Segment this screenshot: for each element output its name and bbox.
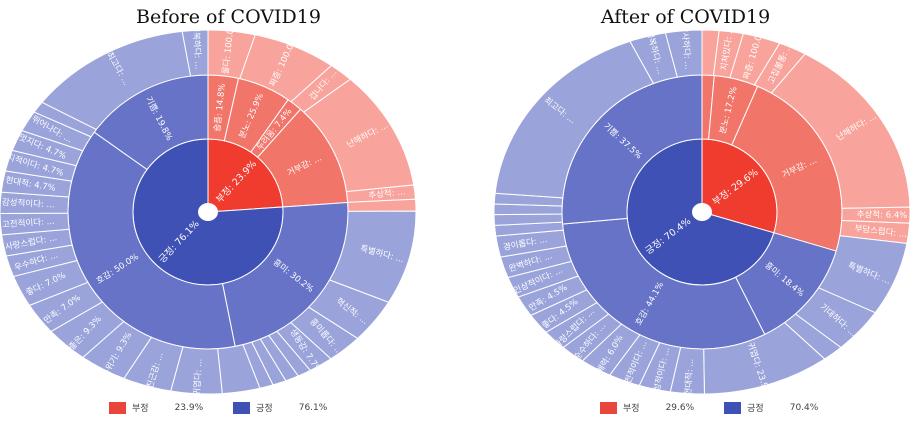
legend: 부정 23.9% 긍정 76.1% bbox=[109, 401, 357, 414]
outer-ring-label: 추상적: 6.4% bbox=[857, 209, 908, 221]
legend-label-positive: 긍정 bbox=[256, 404, 273, 414]
legend-value-negative: 23.9% bbox=[174, 402, 204, 413]
outer-ring-label: 감성적이다: ... bbox=[2, 197, 55, 211]
chart-panel-after: After of COVID19 부정: 29.6% 긍정: 70.4% 분노: 1… bbox=[457, 0, 914, 422]
legend-label-negative: 부정 bbox=[623, 404, 640, 414]
center-hole bbox=[692, 203, 712, 221]
outer-ring-segment[interactable] bbox=[181, 29, 209, 77]
legend-swatch-positive[interactable] bbox=[233, 401, 251, 414]
outer-ring-segment[interactable] bbox=[664, 29, 703, 78]
outer-ring-label: 행복하다: ... bbox=[190, 24, 204, 70]
sunburst-chart-before: 부정: 23.9%긍정: 76.1%슬픔: 14.8% 분노: 25.9%두려움:… bbox=[0, 20, 417, 396]
outer-ring-label: 감사하다: ... bbox=[679, 24, 694, 70]
legend-value-positive: 76.1% bbox=[298, 402, 328, 413]
chart-title: After of COVID19 bbox=[600, 6, 771, 28]
chart-title: Before of COVID19 bbox=[136, 6, 321, 28]
legend-label-positive: 긍정 bbox=[747, 404, 764, 414]
sunburst-chart-after: 부정: 29.6%긍정: 70.4%분노: 17.2%거부감: ...흥미: 1… bbox=[493, 24, 911, 400]
chart-panel-before: Before of COVID19 부정: 23.9% 긍정: 76.1% 슬픔: … bbox=[0, 6, 417, 414]
legend: 부정 29.6% 긍정 70.4% bbox=[600, 401, 848, 414]
outer-ring-label: 현대적: ... bbox=[682, 358, 696, 396]
outer-ring-label: 귀엽다: ... bbox=[191, 358, 204, 396]
legend-swatch-positive[interactable] bbox=[724, 401, 742, 414]
legend-value-positive: 70.4% bbox=[789, 402, 819, 413]
outer-ring-label: 고전적이다: ... bbox=[2, 216, 55, 231]
outer-ring-label: 추상적: ... bbox=[368, 186, 406, 201]
center-hole bbox=[198, 203, 218, 221]
legend-value-negative: 29.6% bbox=[665, 402, 695, 413]
legend-swatch-negative[interactable] bbox=[600, 401, 617, 414]
legend-swatch-negative[interactable] bbox=[109, 401, 126, 414]
legend-label-negative: 부정 bbox=[132, 404, 149, 414]
